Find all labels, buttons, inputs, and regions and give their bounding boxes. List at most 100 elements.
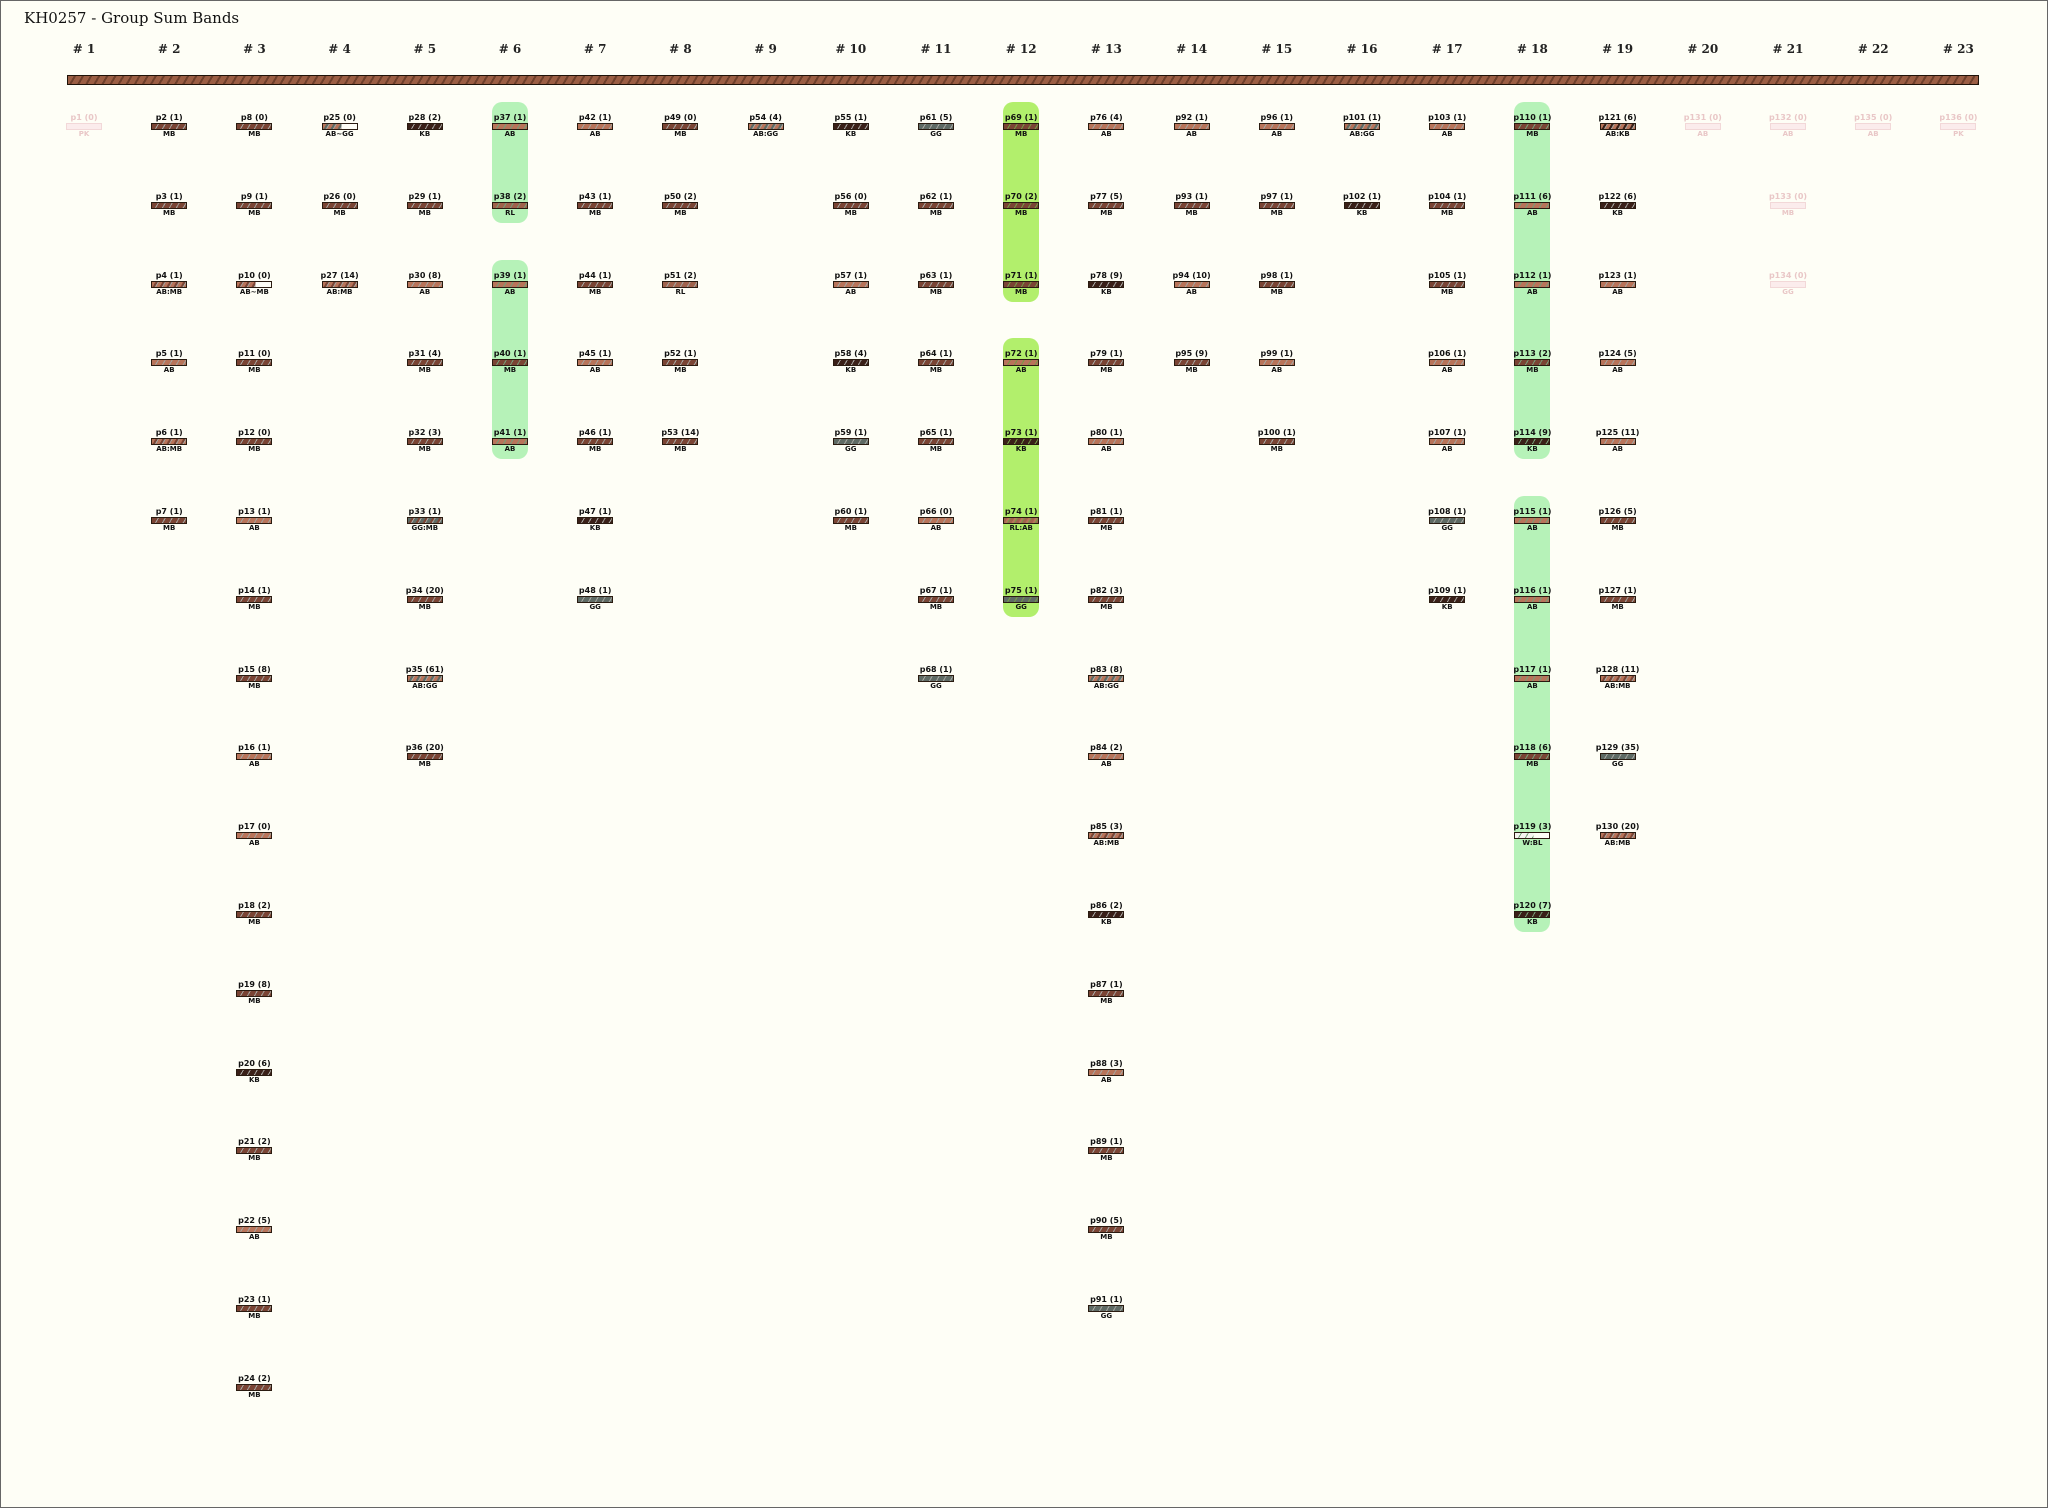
band-bar [236,1068,273,1076]
band-group-code: GG [1782,287,1794,296]
band-group-code: MB [929,366,943,375]
band-bar [662,123,699,130]
band-bar [236,359,273,367]
band-group-code: MB [418,208,431,217]
band-group-code: AB:GG [1093,681,1119,690]
band-group-code: AB [1527,602,1538,611]
band-cell: p2 (1) MB [124,113,214,139]
column-header: # 13 [1090,42,1122,56]
band-label: p82 (3) [1090,585,1123,595]
band-bar [321,280,358,288]
band-cell: p73 (1) KB [976,428,1066,454]
band-label: p28 (2) [408,113,442,122]
band-bar [492,280,528,288]
band-label: p85 (3) [1090,822,1123,832]
band-bar [1514,517,1551,524]
band-bar [1088,595,1125,603]
band-bar [151,123,188,130]
band-cell: p56 (0) MB [806,192,896,218]
band-bar [832,280,869,288]
band-bar [151,359,188,367]
band-label: p27 (14) [320,270,359,280]
band-bar [1003,517,1040,524]
band-cell: p47 (1) KB [550,507,640,533]
band-bar [1514,674,1551,682]
band-bar [577,280,614,288]
band-cell: p69 (1) MB [976,113,1066,139]
band-group-code: AB:MB [1604,681,1631,690]
band-group-code: MB [163,130,176,138]
band-bar [1344,201,1380,209]
band-group-code: MB [1100,524,1113,532]
band-label: p129 (35) [1595,743,1640,753]
band-bar [1003,359,1040,367]
band-bar [66,123,102,130]
band-cell: p87 (1) MB [1061,980,1151,1006]
band-group-code: AB~MB [239,287,269,296]
band-label: p26 (0) [323,191,356,201]
band-label: p119 (3) [1513,822,1552,832]
band-group-code: MB [1015,208,1028,217]
band-label: p22 (5) [238,1216,271,1226]
band-group-code: MB [248,1312,261,1320]
band-label: p44 (1) [578,270,612,280]
band-label: p72 (1) [1004,349,1038,359]
band-label: p16 (1) [238,743,271,753]
band-bar [1599,832,1636,840]
band-group-code: AB [1186,130,1197,138]
band-bar [1088,359,1125,367]
band-label: p91 (1) [1090,1295,1123,1304]
column-header: # 9 [754,42,777,56]
band-bar [1599,595,1636,603]
band-label: p117 (1) [1513,664,1552,674]
band-group-code: MB [674,208,687,217]
band-bar [1173,201,1210,209]
band-group-code: MB [248,366,261,375]
band-cell: p53 (14) MB [635,428,725,454]
band-label: p120 (7) [1513,901,1552,910]
band-group-code: AB [163,366,175,375]
band-label: p34 (20) [405,585,444,595]
band-bar [1429,595,1466,603]
band-bar [406,359,443,367]
band-cell: p31 (4) MB [380,349,470,375]
band-bar [662,280,699,288]
band-bar [406,674,443,682]
band-label: p41 (1) [493,428,527,438]
band-group-code: KB [845,366,857,375]
band-label: p74 (1) [1004,507,1038,516]
band-cell: p17 (0) AB [209,822,299,848]
band-label: p19 (8) [238,979,271,989]
band-bar [832,438,869,446]
band-bar [321,201,358,209]
band-label: p130 (20) [1595,822,1640,832]
band-group-code: AB [249,839,260,848]
band-cell: p113 (2) MB [1487,349,1577,375]
band-cell: p94 (10) AB [1147,271,1237,297]
band-label: p92 (1) [1175,113,1208,122]
band-label: p89 (1) [1090,1137,1123,1147]
band-bar [1429,201,1466,209]
band-group-code: MB [248,445,261,454]
band-label: p96 (1) [1260,113,1294,122]
band-cell: p5 (1) AB [124,349,214,375]
band-bar [1003,280,1040,288]
band-bar [577,595,614,603]
band-bar [1429,280,1466,288]
band-bar [1855,123,1892,130]
band-cell: p121 (6) AB:KB [1573,113,1663,139]
column-header: # 2 [157,42,181,56]
band-label: p109 (1) [1428,585,1467,595]
band-label: p94 (10) [1172,270,1211,280]
band-bar [492,438,528,446]
band-label: p127 (1) [1598,585,1637,595]
band-label: p113 (2) [1513,349,1552,359]
band-bar [1940,123,1977,130]
band-cell: p8 (0) MB [209,113,299,139]
band-bar [1599,280,1636,288]
band-bar [492,123,528,130]
band-group-code: GG [930,681,942,690]
page-title: KH0257 - Group Sum Bands [24,9,240,27]
band-cell: p109 (1) KB [1402,586,1492,612]
band-group-code: GG [1015,602,1027,611]
